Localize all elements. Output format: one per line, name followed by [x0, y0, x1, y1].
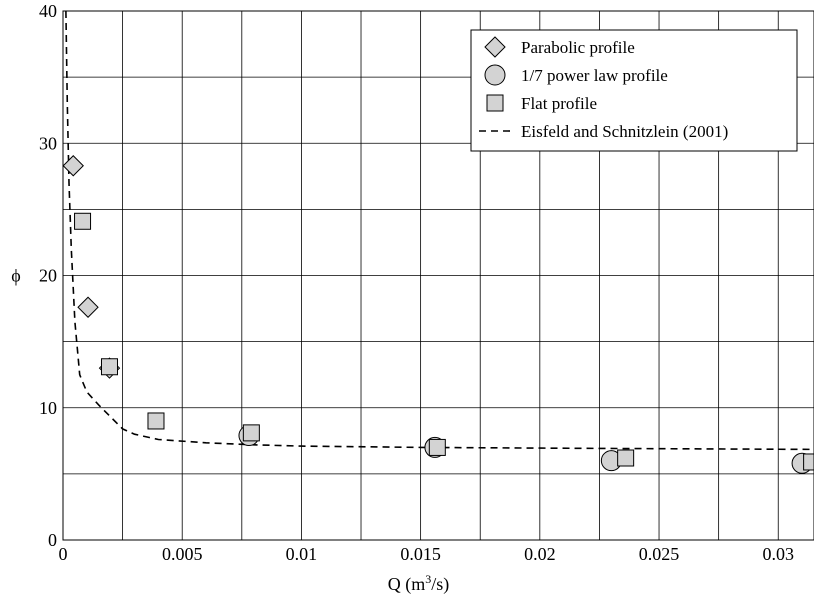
y-axis-label: ϕ [11, 266, 20, 286]
legend-label: Eisfeld and Schnitzlein (2001) [521, 122, 728, 141]
legend-label: Parabolic profile [521, 38, 635, 57]
y-tick-label: 10 [39, 398, 57, 418]
x-axis-label-main: Q (m [388, 574, 426, 595]
x-axis-label-tail: /s) [431, 574, 449, 595]
data-point-diamond [77, 296, 99, 318]
x-axis-label-sup: 3 [425, 572, 431, 586]
data-point-square [617, 449, 635, 467]
x-axis-label: Q (m3/s) [388, 572, 450, 595]
ticks: 0 0.005 0.01 0.015 0.02 0.025 0.03 0 10 20 30 40 [39, 1, 794, 564]
data-point-square [803, 453, 814, 471]
data-point-square [428, 438, 446, 456]
y-tick-label: 40 [39, 1, 57, 21]
legend-swatch-circle [484, 64, 506, 86]
y-tick-label: 30 [39, 133, 57, 153]
x-tick-label: 0.015 [400, 544, 441, 564]
legend: Parabolic profile 1/7 power law profile Fl… [470, 29, 798, 152]
series-line-eisfeld [65, 10, 814, 451]
data-point-square [100, 358, 118, 376]
x-tick-label: 0.025 [639, 544, 680, 564]
legend-items: Parabolic profile 1/7 power law profile Fl… [479, 36, 728, 141]
marker-layer [62, 155, 814, 474]
curve-layer [65, 10, 814, 451]
x-tick-label: 0.005 [162, 544, 203, 564]
data-point-diamond [62, 155, 84, 177]
y-tick-label: 0 [48, 530, 57, 550]
x-tick-label: 0.01 [286, 544, 318, 564]
legend-swatch-diamond [484, 36, 506, 58]
legend-label: 1/7 power law profile [521, 66, 668, 85]
plot-frame [62, 10, 814, 541]
legend-box [470, 29, 798, 152]
x-tick-label: 0.03 [762, 544, 794, 564]
data-point-square [74, 212, 92, 230]
data-point-square [242, 424, 260, 442]
legend-swatch-square [486, 94, 504, 112]
x-tick-label: 0.02 [524, 544, 556, 564]
data-point-square [147, 412, 165, 430]
legend-label: Flat profile [521, 94, 597, 113]
y-tick-label: 20 [39, 266, 57, 286]
x-tick-label: 0 [59, 544, 68, 564]
